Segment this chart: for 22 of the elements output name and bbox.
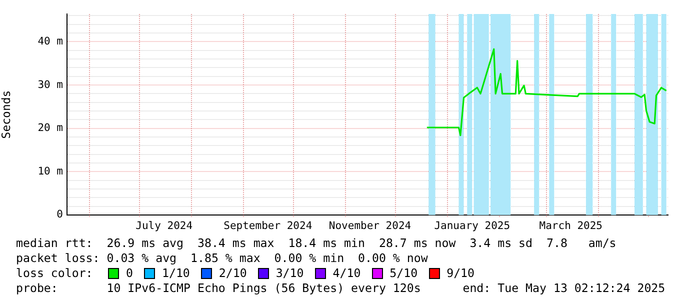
y-tick-label: 40 m xyxy=(38,35,63,48)
y-tick-label: 30 m xyxy=(38,78,63,91)
legend-label: 3/10 xyxy=(276,266,304,281)
legend-label: 4/10 xyxy=(332,266,361,281)
legend-label: 0 xyxy=(126,266,133,281)
text: probe: 10 IPv6-ICMP Echo Pings (56 Bytes) every 120s end: Tue May 13 02:12:24 2025 xyxy=(16,281,666,296)
x-tick-label: January 2025 xyxy=(434,220,510,232)
y-tick-label: 0 xyxy=(56,208,63,221)
legend-label: 1/10 xyxy=(162,266,190,281)
y-tick-label: 10 m xyxy=(38,165,63,178)
legend-label: 5/10 xyxy=(390,266,418,281)
legend-label: 2/10 xyxy=(218,266,247,281)
x-tick-label: September 2024 xyxy=(224,220,312,232)
text: packet loss: 0.03 % avg 1.85 % max 0.00 % min 0.00 % now xyxy=(16,251,429,266)
x-tick-label: March 2025 xyxy=(539,220,603,232)
x-tick-label: July 2024 xyxy=(136,220,193,232)
text: median rtt: 26.9 ms avg 38.4 ms max 18.4 ms min 28.7 ms now 3.4 ms sd 7.8 am/s xyxy=(16,236,618,251)
y-tick-label: 20 m xyxy=(38,122,63,134)
legend-label: 9/10 xyxy=(446,266,475,281)
x-tick-label: November 2024 xyxy=(328,220,412,232)
legend-title: loss color: xyxy=(16,266,94,281)
y-axis-title: Seconds xyxy=(0,90,13,139)
